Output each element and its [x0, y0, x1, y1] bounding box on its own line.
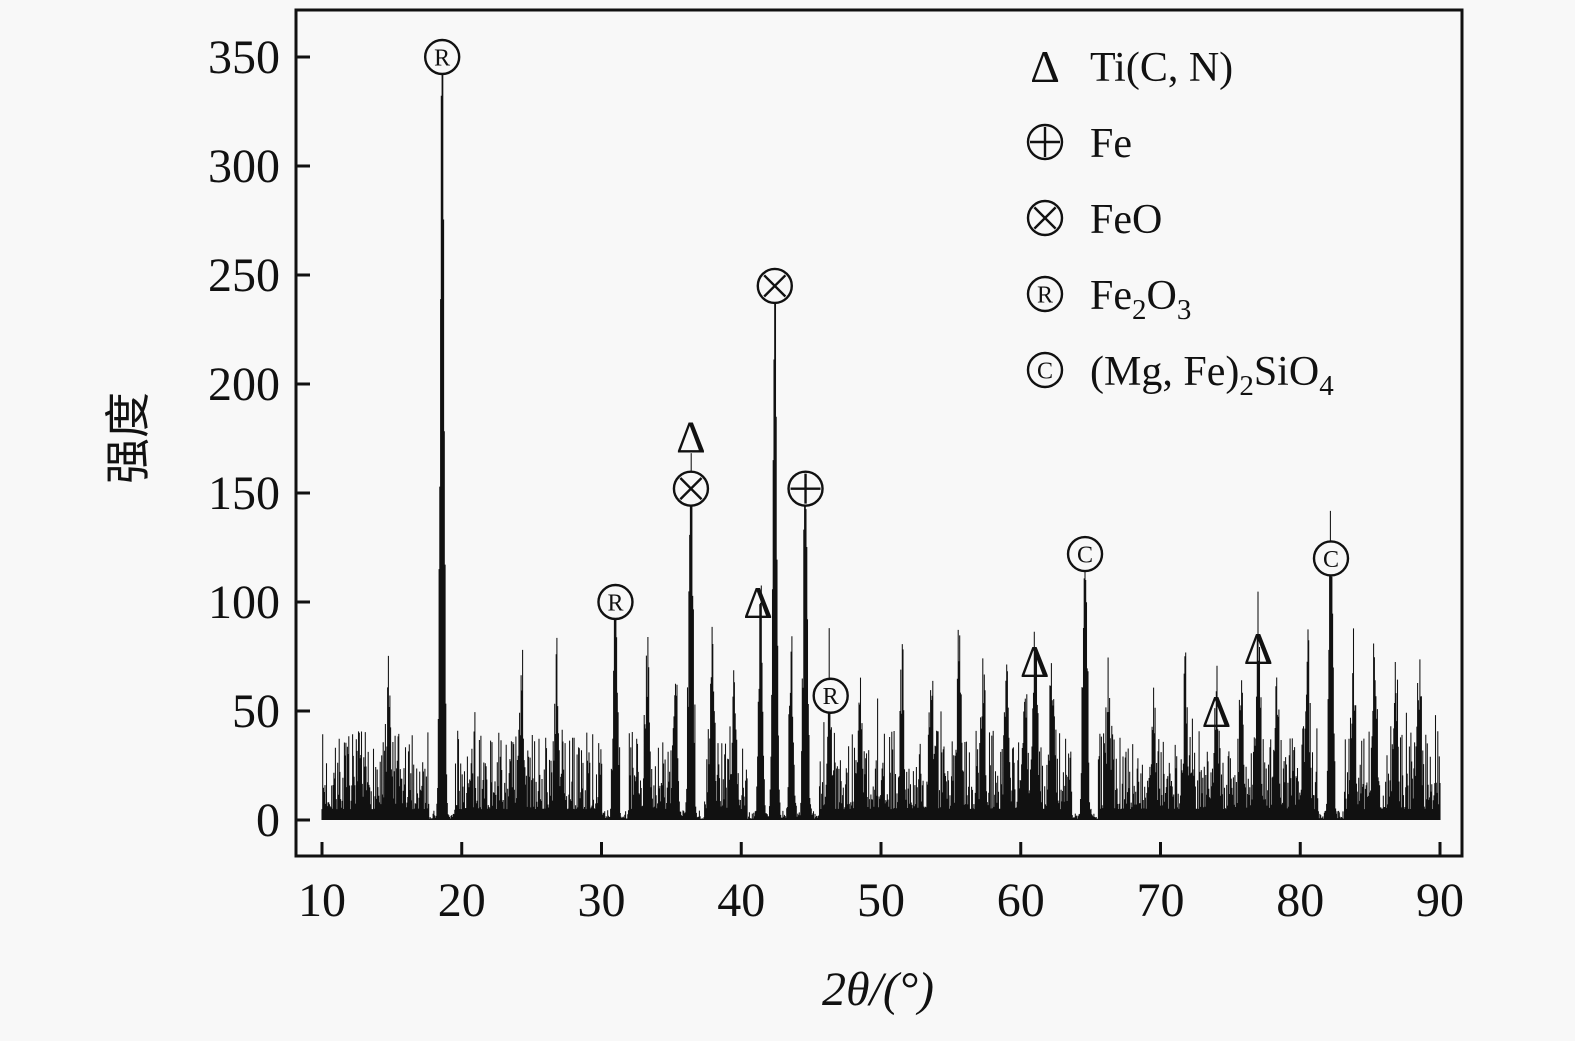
peak-marker-circle-times	[756, 267, 793, 305]
peak-marker-triangle: Δ	[1202, 686, 1232, 737]
svg-text:R: R	[823, 684, 839, 710]
legend-label: Ti(C, N)	[1090, 45, 1233, 91]
peak-marker-circle-C: C	[1066, 535, 1104, 573]
svg-text:Δ: Δ	[1020, 636, 1050, 687]
svg-text:Δ: Δ	[743, 577, 773, 628]
legend-item: Fe	[1026, 121, 1132, 167]
y-tick-label: 50	[232, 685, 280, 738]
peak-marker-circle-plus	[787, 470, 824, 507]
peak-marker-circle-R: R	[597, 583, 634, 621]
svg-text:C: C	[1323, 547, 1339, 573]
peak-marker-triangle: Δ	[743, 577, 773, 628]
x-axis-label: 2θ/(°)	[821, 963, 935, 1016]
legend: Δ Ti(C, N) Fe FeO R Fe2​O3​ C (Mg, Fe)2​SiO4​	[1026, 41, 1334, 402]
legend-item: FeO	[1026, 197, 1162, 243]
svg-text:Δ: Δ	[1202, 686, 1232, 737]
x-tick-label: 60	[997, 874, 1045, 927]
svg-text:Δ: Δ	[1030, 41, 1060, 92]
y-tick-label: 300	[208, 140, 280, 193]
x-tick-label: 30	[578, 874, 626, 927]
legend-item: C (Mg, Fe)2​SiO4​	[1026, 349, 1334, 402]
xrd-spectrum	[321, 52, 1441, 820]
y-tick-label: 150	[208, 467, 280, 520]
peak-marker-circle-R: R	[812, 677, 849, 714]
svg-text:C: C	[1037, 359, 1053, 385]
svg-text:C: C	[1077, 543, 1093, 569]
legend-label: FeO	[1090, 197, 1162, 243]
x-tick-label: 10	[298, 874, 346, 927]
legend-label: Fe	[1090, 121, 1132, 167]
y-axis-label: 强度	[103, 392, 154, 484]
svg-text:Δ: Δ	[676, 411, 706, 462]
legend-label: Fe2​O3​	[1090, 273, 1191, 326]
peak-marker-circle-C: C	[1312, 540, 1350, 577]
y-tick-label: 350	[208, 31, 280, 84]
x-tick-label: 20	[438, 874, 486, 927]
peak-marker-triangle: Δ	[1244, 623, 1274, 674]
svg-text:R: R	[434, 46, 450, 72]
y-tick-label: 100	[208, 576, 280, 629]
legend-label: (Mg, Fe)2​SiO4​	[1090, 349, 1334, 402]
peak-marker-circle-times	[672, 470, 710, 507]
x-tick-label: 50	[857, 874, 905, 927]
x-tick-label: 40	[717, 874, 765, 927]
legend-item: Δ Ti(C, N)	[1030, 41, 1233, 92]
y-tick-label: 250	[208, 249, 280, 302]
svg-text:R: R	[607, 591, 623, 617]
svg-text:Δ: Δ	[1244, 623, 1274, 674]
peak-marker-triangle: Δ	[676, 411, 706, 462]
peak-marker-circle-R: R	[423, 38, 461, 76]
peak-marker-triangle: Δ	[1020, 636, 1050, 687]
axis-ticks	[296, 55, 1442, 856]
x-tick-label: 90	[1416, 874, 1464, 927]
x-tick-label: 70	[1137, 874, 1185, 927]
y-tick-label: 200	[208, 358, 280, 411]
plot-frame	[294, 8, 1464, 858]
axis-tick-labels: 10 20 30 40 50 60 70 80 90 0 50 100 150 200 250 300 350	[208, 31, 1464, 927]
y-tick-label: 0	[256, 794, 280, 847]
legend-item: R Fe2​O3​	[1026, 273, 1191, 326]
x-tick-label: 80	[1276, 874, 1324, 927]
svg-text:R: R	[1037, 283, 1053, 309]
